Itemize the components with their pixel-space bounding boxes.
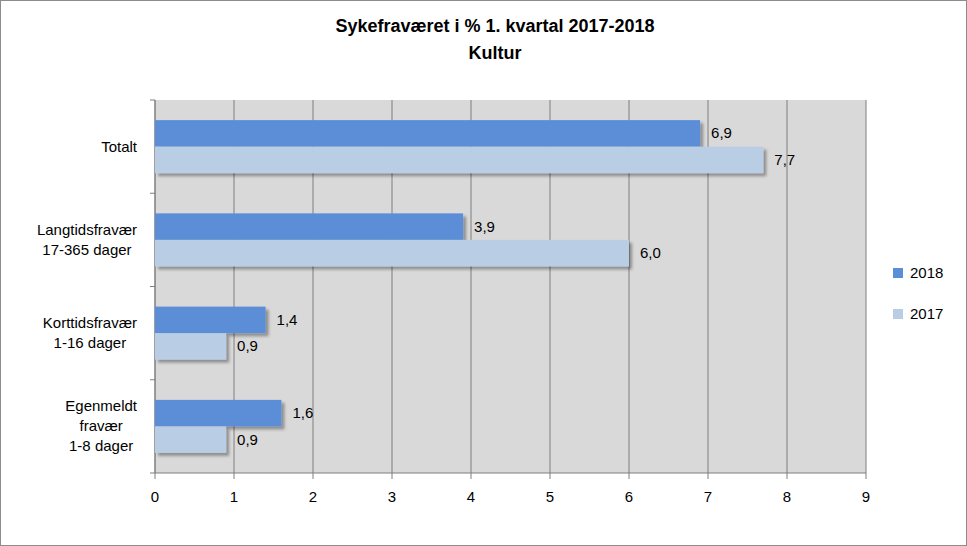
- category-label-line: Korttidsfravær: [43, 314, 137, 331]
- tick-label: 3: [388, 488, 396, 505]
- subtitle: Kultur: [469, 43, 522, 63]
- bar: [155, 307, 266, 334]
- tick-mark: [550, 473, 551, 479]
- category-label: Totalt: [101, 138, 138, 155]
- category-label-line: fravær: [79, 417, 122, 434]
- tick-mark: [234, 473, 235, 479]
- category-label-line: Langtidsfravær: [37, 221, 137, 238]
- category-tick: [150, 473, 155, 474]
- tick-label: 1: [230, 488, 238, 505]
- outer-frame: [1, 1, 967, 546]
- category-label-line: 1-8 dager: [69, 437, 133, 454]
- tick-mark: [866, 473, 867, 479]
- plot-background: [155, 100, 866, 473]
- bar: [155, 400, 281, 427]
- data-label: 0,9: [237, 337, 258, 354]
- category-label: Langtidsfravær 17-365 dager: [37, 221, 137, 258]
- category-tick: [150, 100, 155, 101]
- tick-label: 8: [783, 488, 791, 505]
- tick-mark: [313, 473, 314, 479]
- tick-label: 5: [546, 488, 554, 505]
- category-label-line: Totalt: [101, 138, 138, 155]
- chart: Sykefraværet i % 1. kvartal 2017-2018 Kul…: [0, 0, 967, 546]
- data-label: 1,6: [292, 404, 313, 421]
- bar: [155, 333, 226, 360]
- bar: [155, 426, 226, 453]
- tick-mark: [392, 473, 393, 479]
- data-label: 7,7: [774, 151, 795, 168]
- bars: [155, 120, 763, 453]
- grid-line: [866, 100, 867, 473]
- tick-label: 7: [704, 488, 712, 505]
- legend-label: 2017: [910, 305, 943, 322]
- data-label: 0,9: [237, 431, 258, 448]
- tick-mark: [787, 473, 788, 479]
- bar: [155, 147, 763, 174]
- tick-label: 9: [862, 488, 870, 505]
- tick-mark: [471, 473, 472, 479]
- legend-label: 2018: [910, 264, 943, 281]
- x-axis: [155, 473, 866, 474]
- bar: [155, 120, 700, 147]
- data-label: 3,9: [474, 218, 495, 235]
- tick-label: 2: [309, 488, 317, 505]
- tick-label: 6: [625, 488, 633, 505]
- category-label: Korttidsfravær 1-16 dager: [43, 314, 137, 351]
- tick-mark: [708, 473, 709, 479]
- data-label: 6,9: [711, 124, 732, 141]
- title: Sykefraværet i % 1. kvartal 2017-2018: [335, 16, 654, 36]
- tick-label: 0: [151, 488, 159, 505]
- bar: [155, 240, 629, 267]
- tick-mark: [155, 473, 156, 479]
- legend-swatch: [893, 268, 903, 278]
- tick-label: 4: [467, 488, 475, 505]
- data-label: 6,0: [640, 244, 661, 261]
- category-tick: [150, 286, 155, 287]
- category-label: Egenmeldt fravær 1-8 dager: [65, 397, 138, 454]
- tick-mark: [629, 473, 630, 479]
- data-label: 1,4: [277, 311, 298, 328]
- legend-swatch: [893, 309, 903, 319]
- category-tick: [150, 193, 155, 194]
- category-label-line: 17-365 dager: [42, 241, 131, 258]
- bar: [155, 213, 463, 240]
- category-label-line: 1-16 dager: [54, 334, 127, 351]
- category-label-line: Egenmeldt: [65, 397, 138, 414]
- category-tick: [150, 379, 155, 380]
